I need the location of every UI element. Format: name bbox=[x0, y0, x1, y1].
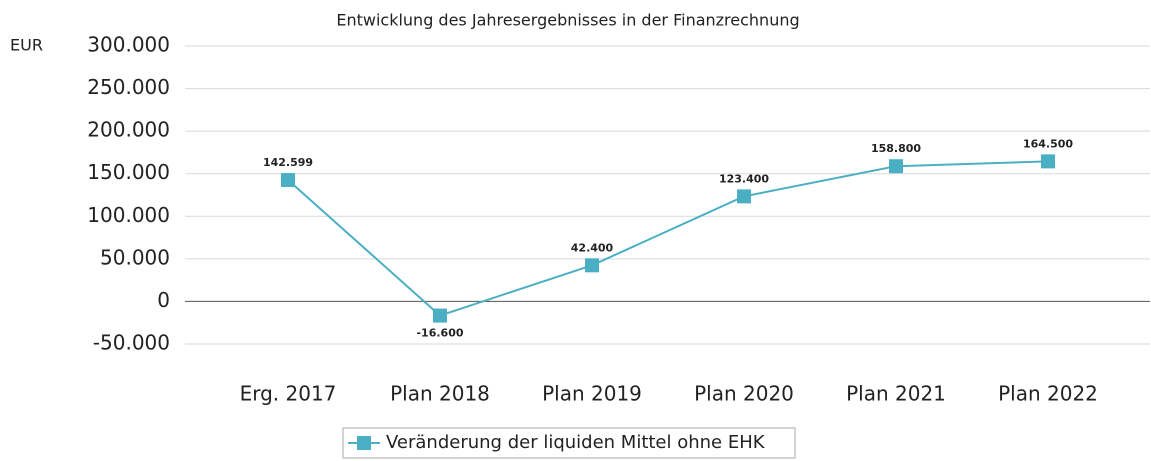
y-tick-label: 250.000 bbox=[87, 75, 170, 99]
x-tick-label: Plan 2019 bbox=[542, 382, 642, 406]
chart-title: Entwicklung des Jahresergebnisses in der… bbox=[336, 11, 799, 30]
y-axis-label: EUR bbox=[10, 36, 43, 55]
y-tick-label: -50.000 bbox=[93, 331, 170, 355]
x-tick-label: Plan 2018 bbox=[390, 382, 490, 406]
data-label: 123.400 bbox=[719, 172, 769, 185]
marker bbox=[737, 189, 751, 204]
x-tick-label: Plan 2020 bbox=[694, 382, 794, 406]
data-label: 158.800 bbox=[871, 142, 921, 155]
legend-label: Veränderung der liquiden Mittel ohne EHK bbox=[386, 432, 766, 453]
line bbox=[287, 160, 1049, 317]
y-tick-label: 100.000 bbox=[87, 203, 170, 227]
y-tick-label: 150.000 bbox=[87, 160, 170, 184]
y-tick-label: 50.000 bbox=[100, 245, 170, 269]
data-label: -16.600 bbox=[416, 327, 463, 340]
marker bbox=[585, 258, 599, 273]
y-tick-label: 300.000 bbox=[87, 33, 170, 57]
x-tick-label: Erg. 2017 bbox=[240, 382, 337, 406]
marker bbox=[433, 308, 447, 323]
marker bbox=[889, 159, 903, 174]
legend-marker bbox=[357, 436, 371, 450]
y-tick-label: 0 bbox=[157, 288, 170, 312]
data-label: 164.500 bbox=[1023, 137, 1073, 150]
x-tick-label: Plan 2021 bbox=[846, 382, 946, 406]
data-label: 42.400 bbox=[571, 241, 614, 254]
marker bbox=[1041, 154, 1055, 169]
x-tick-label: Plan 2022 bbox=[998, 382, 1098, 406]
marker bbox=[281, 173, 295, 188]
legend-box bbox=[342, 427, 796, 459]
y-tick-label: 200.000 bbox=[87, 118, 170, 142]
data-label: 142.599 bbox=[263, 156, 313, 169]
